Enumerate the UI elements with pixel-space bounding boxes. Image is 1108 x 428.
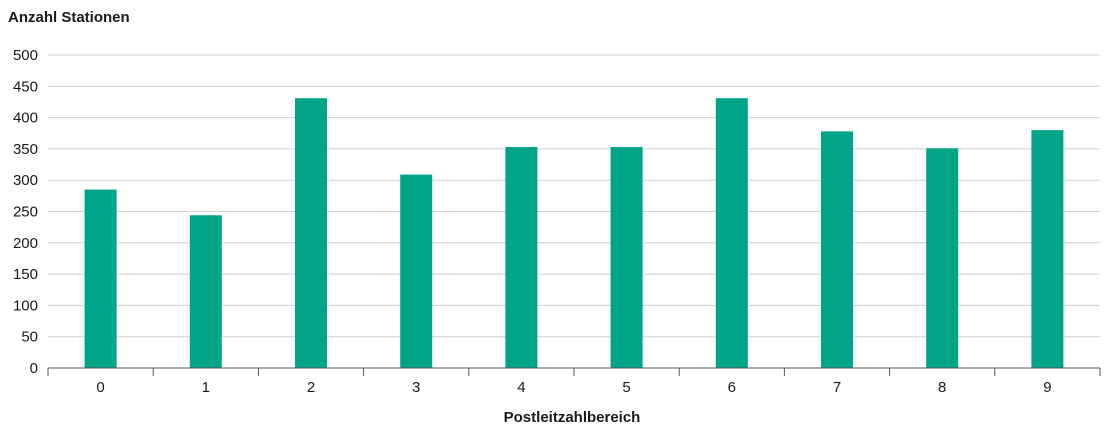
x-axis-ticks: 0 1 2 3 4 5 6 7 8 9 [47, 368, 1101, 396]
y-tick-label: 0 [30, 360, 38, 377]
bar-8 [926, 148, 959, 368]
y-axis-title: Anzahl Stationen [8, 9, 130, 26]
bar-5 [610, 147, 643, 368]
y-tick-label: 400 [13, 110, 38, 127]
y-tick-label: 300 [13, 172, 38, 189]
bar-3 [400, 174, 433, 368]
y-tick-label: 450 [13, 78, 38, 95]
y-tick-label: 100 [13, 297, 38, 314]
y-tick-label: 500 [13, 47, 38, 64]
bar-2 [295, 98, 327, 368]
x-axis-title: Postleitzahlbereich [504, 409, 641, 426]
x-tick-label: 6 [728, 379, 736, 396]
x-tick-label: 7 [833, 379, 841, 396]
x-tick-label: 2 [307, 379, 315, 396]
bar-1 [189, 215, 222, 368]
y-tick-label: 350 [13, 141, 38, 158]
y-axis-ticks: 0 50 100 150 200 250 300 350 400 450 500 [13, 47, 38, 377]
y-tick-label: 250 [13, 204, 38, 221]
bar-0 [84, 189, 117, 368]
bar-6 [715, 98, 748, 368]
y-tick-label: 150 [13, 266, 38, 283]
x-tick-label: 5 [622, 379, 630, 396]
x-tick-label: 4 [517, 379, 525, 396]
gridlines [48, 54, 1100, 338]
bar-7 [821, 131, 853, 368]
x-tick-label: 9 [1043, 379, 1051, 396]
bars [84, 98, 1064, 368]
y-tick-label: 200 [13, 235, 38, 252]
x-tick-label: 0 [96, 379, 104, 396]
bar-9 [1031, 130, 1064, 368]
y-tick-label: 50 [21, 329, 38, 346]
x-tick-label: 8 [938, 379, 946, 396]
bar-4 [505, 147, 538, 368]
x-tick-label: 1 [202, 379, 210, 396]
x-tick-label: 3 [412, 379, 420, 396]
